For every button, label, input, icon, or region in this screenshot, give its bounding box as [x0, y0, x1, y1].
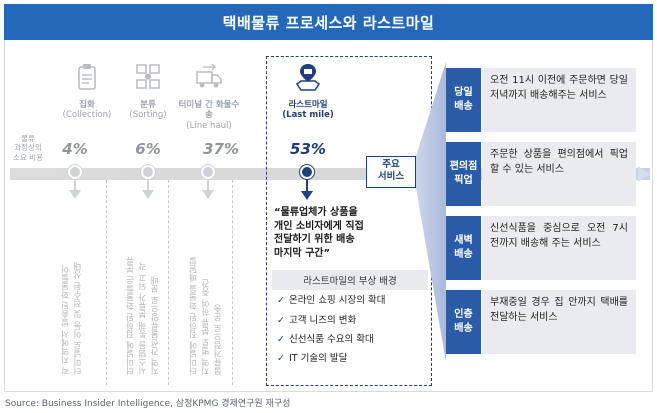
service-tag: 인층 배송: [446, 290, 481, 354]
stage-marker-line: [147, 179, 149, 191]
stage-marker-dot: [68, 165, 82, 179]
sorting-icon: [136, 64, 160, 89]
background-item-label: 온라인 쇼핑 시장의 확대: [289, 295, 386, 306]
truck-icon: [196, 63, 222, 88]
stage-marker-line: [207, 179, 209, 191]
check-icon: ✓: [277, 295, 285, 306]
background-item-label: 신선식품 수요의 확대: [289, 334, 374, 345]
stage-name-en: (Sorting): [129, 110, 167, 121]
background-item: ✓ IT 기술의 발달: [277, 350, 347, 364]
stage-name: 라스트마일: [288, 99, 328, 110]
stage-name-en: (Line haul): [186, 120, 232, 131]
background-item: ✓ 신선식품 수요의 확대: [277, 331, 374, 345]
check-icon: ✓: [277, 334, 285, 345]
last-mile-marker-dot: [300, 165, 314, 179]
last-mile-definition: “물류업체가 상품을 개인 소비자에게 직접 전달하기 위한 배송 마지막 구간…: [274, 207, 364, 259]
page-title: 택배물류 프로세스와 라스트마일: [4, 4, 653, 40]
cost-side-label: 물류 과정상의 소요 비용: [13, 134, 43, 162]
stage-last-mile: 라스트마일 (Last mile): [277, 62, 339, 121]
service-description: 오전 11시 이전에 주문하면 당일 저녁까지 배송해주는 서비스: [482, 68, 636, 132]
stage-line-haul: 터미널 간 화물수송 (Line haul): [178, 62, 240, 132]
last-mile-marker-arrowhead: [301, 191, 313, 200]
stage-pct: 4%: [62, 140, 88, 158]
service-description: 부재중일 경우 집 안까지 택배를 전달하는 서비스: [482, 290, 636, 354]
last-mile-pct: 53%: [290, 140, 326, 158]
stage-collection: 집화 (Collection): [56, 62, 118, 121]
main-services-box: 주요 서비스: [366, 156, 416, 188]
stage-pct: 37%: [203, 140, 239, 158]
stage-description: 각 지역에서 발송된 화물들이 터미널로 이동 및 접수된 상태: [61, 262, 84, 375]
background-item: ✓ 고객 니즈의 변화: [277, 312, 356, 326]
stage-sorting: 분류 (Sorting): [117, 62, 179, 121]
stage-description: 터미널에 집하된 화물들은 분류 시스템을 통해 분류가 되고 각 지역 간선물…: [126, 256, 161, 375]
stage-marker-dot: [141, 165, 155, 179]
background-item-label: 고객 니즈의 변화: [289, 315, 357, 326]
check-icon: ✓: [277, 315, 285, 326]
service-description: 주문한 상품을 편의점에서 픽업할 수 있는 서비스: [482, 142, 636, 206]
background-title: 라스트마일의 부상 배경: [272, 270, 428, 290]
stage-name-en: (Last mile): [282, 110, 334, 121]
service-tag: 편의점 픽업: [446, 142, 481, 206]
background-item-label: IT 기술의 발달: [289, 353, 348, 364]
stage-description: 터미널에 집하된 화물을 배달할 지역 별로 분류 하여 중간 물류거점으로 운…: [189, 256, 224, 375]
service-tag: 새벽 배송: [446, 216, 481, 280]
stage-marker-line: [74, 179, 76, 191]
stage-name: 분류: [140, 99, 156, 110]
stage-marker-arrowhead: [69, 190, 81, 199]
stage-pct: 6%: [135, 140, 161, 158]
background-item: ✓ 온라인 쇼핑 시장의 확대: [277, 292, 385, 306]
process-band-arrowhead: [638, 166, 650, 182]
stage-marker-arrowhead: [142, 190, 154, 199]
stage-name: 집화: [79, 99, 95, 110]
service-tag: 당일 배송: [446, 68, 481, 132]
map-pin-truck-icon: [295, 64, 321, 91]
stage-divider: [106, 180, 107, 385]
check-icon: ✓: [277, 353, 285, 364]
service-description: 신선식품을 중심으로 오전 7시 전까지 배송해 주는 서비스: [482, 216, 636, 280]
box-clipboard-icon: [78, 64, 96, 90]
stage-name: 터미널 간 화물수송: [178, 99, 240, 121]
source-note: Source: Business Insider Intelligence, 삼…: [5, 399, 291, 409]
stage-divider: [232, 180, 233, 385]
last-mile-marker-line: [306, 179, 308, 193]
stage-divider: [168, 180, 169, 385]
stage-marker-dot: [201, 165, 215, 179]
stage-marker-arrowhead: [202, 190, 214, 199]
stage-name-en: (Collection): [62, 110, 112, 121]
